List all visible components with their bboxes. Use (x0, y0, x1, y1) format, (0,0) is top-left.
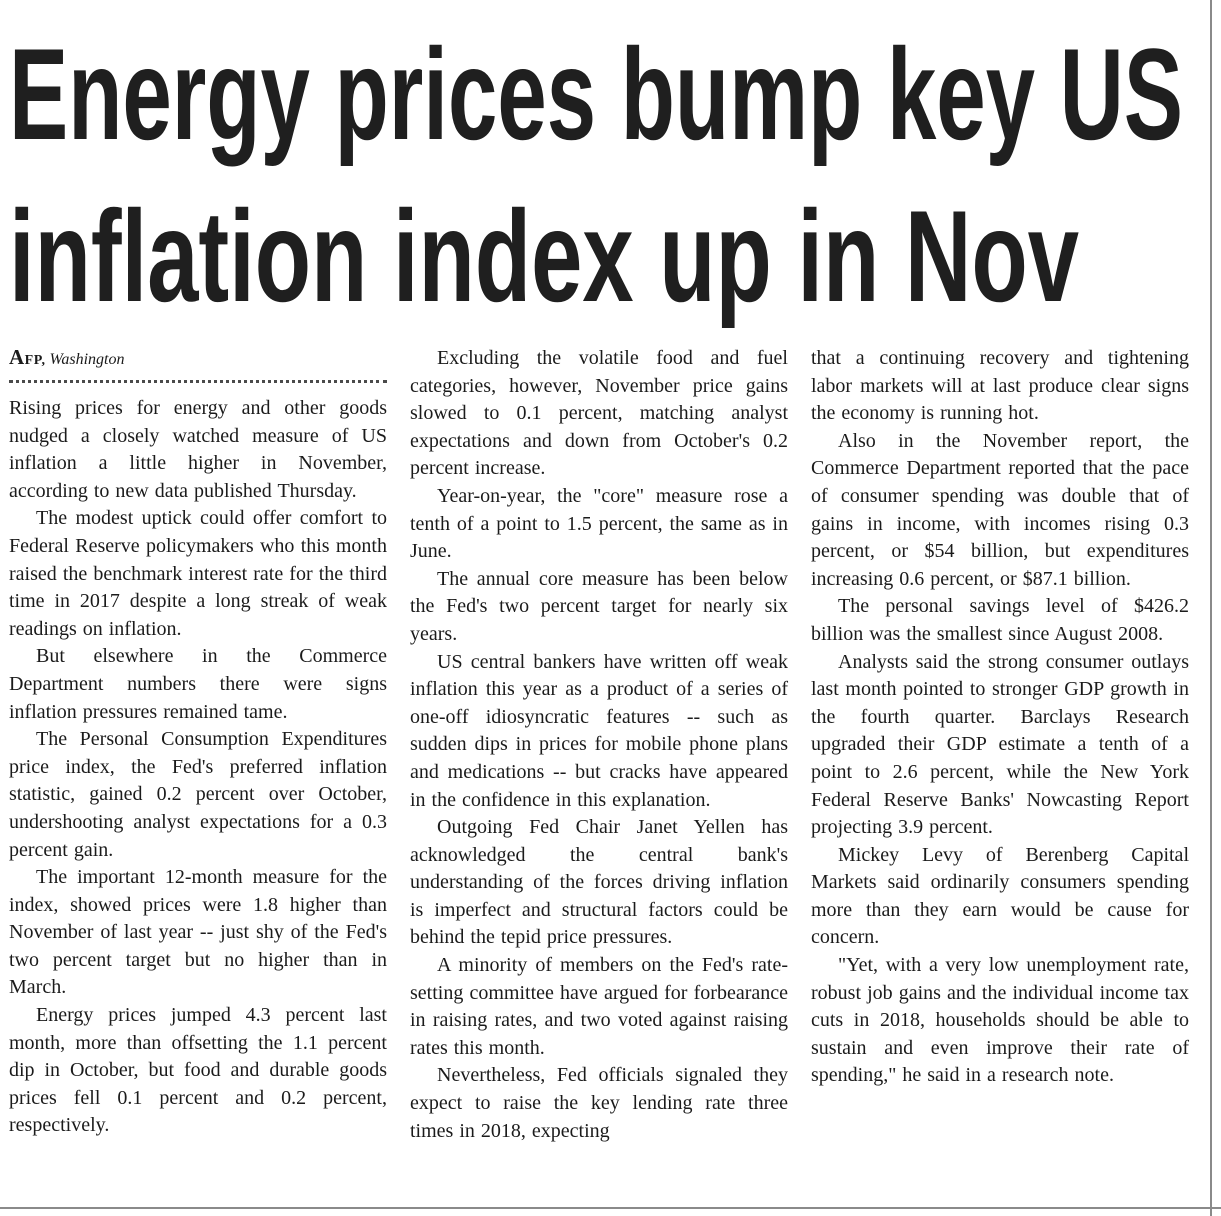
paragraph: that a continuing recovery and tightenin… (811, 347, 1189, 425)
byline: AFP, Washington (9, 345, 387, 373)
paragraph: The Personal Consumption Expenditures pr… (9, 728, 387, 861)
article-column-2: Excluding the volatile food and fuel cat… (410, 345, 788, 1145)
paragraph: But elsewhere in the Commerce Department… (9, 645, 387, 723)
paragraph: US central bankers have written off weak… (410, 650, 788, 811)
paragraph: Excluding the volatile food and fuel cat… (410, 347, 788, 480)
paragraph: The modest uptick could offer comfort to… (9, 507, 387, 640)
article-body: AFP, Washington Rising prices for energy… (0, 345, 1221, 1145)
paragraph: The annual core measure has been below t… (410, 567, 788, 645)
paragraph: Also in the November report, the Commerc… (811, 429, 1189, 590)
headline: Energy prices bump key US inflation inde… (9, 24, 1183, 329)
headline-line-2: inflation index up in Nov (9, 183, 1079, 329)
paragraph: Outgoing Fed Chair Janet Yellen has ackn… (410, 816, 788, 949)
paragraph: Year-on-year, the "core" measure rose a … (410, 484, 788, 563)
page-frame-bottom-line (0, 1207, 1221, 1209)
article-column-3: that a continuing recovery and tightenin… (811, 345, 1189, 1145)
headline-line-1: Energy prices bump key US (9, 24, 1183, 167)
paragraph: Energy prices jumped 4.3 percent last mo… (9, 1004, 387, 1137)
dotted-rule (9, 380, 387, 383)
paragraph: A minority of members on the Fed's rate-… (410, 954, 788, 1059)
byline-agency: AFP, (9, 345, 46, 369)
byline-location: Washington (49, 351, 125, 368)
paragraph: Rising prices for energy and other goods… (9, 397, 387, 502)
paragraph: Mickey Levy of Berenberg Capital Markets… (811, 843, 1189, 949)
paragraph: "Yet, with a very low unemployment rate,… (811, 954, 1189, 1087)
paragraph: Nevertheless, Fed officials signaled the… (410, 1064, 788, 1142)
page-frame-right-line (1210, 0, 1212, 1216)
paragraph: The personal savings level of $426.2 bil… (811, 595, 1189, 645)
paragraph: The important 12-month measure for the i… (9, 866, 387, 999)
paragraph: Analysts said the strong consumer outlay… (811, 650, 1189, 839)
article-column-1: AFP, Washington Rising prices for energy… (9, 345, 387, 1145)
